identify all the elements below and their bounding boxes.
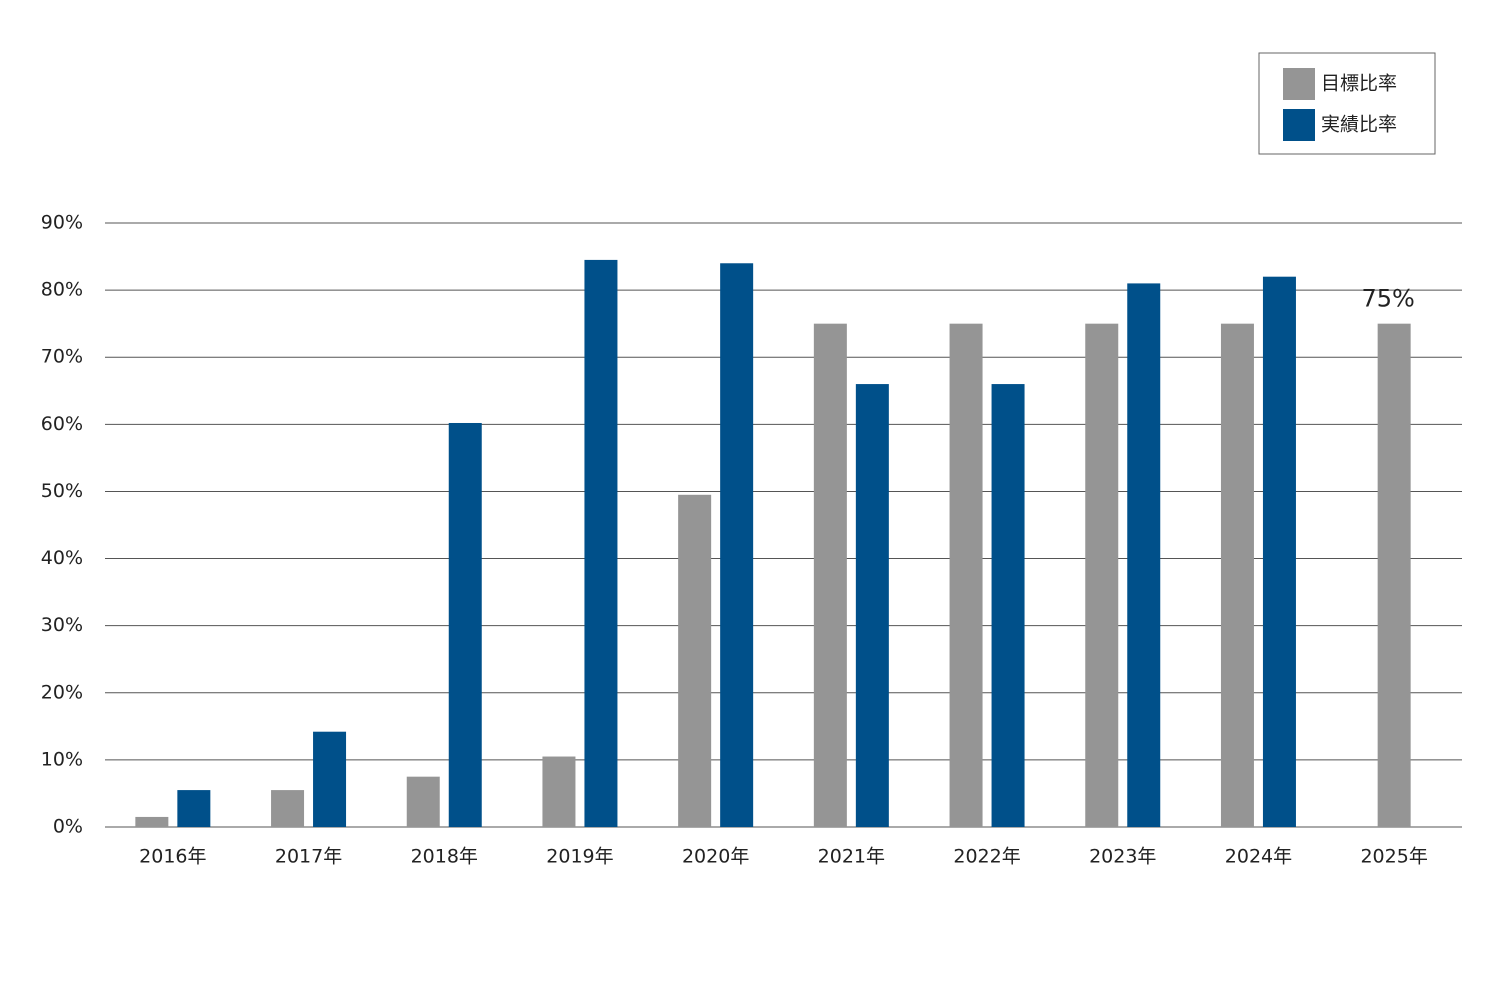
bar (177, 790, 211, 827)
bar (720, 263, 754, 827)
x-tick-label: 2023年 (1089, 846, 1156, 868)
bar (855, 384, 889, 827)
y-tick-label: 20% (41, 681, 83, 703)
y-tick-label: 0% (53, 816, 83, 838)
legend-swatch (1283, 109, 1315, 141)
y-tick-label: 60% (41, 413, 83, 435)
bar (271, 790, 305, 827)
bar (313, 731, 347, 827)
y-tick-label: 80% (41, 279, 83, 301)
x-tick-label: 2021年 (818, 846, 885, 868)
bar (406, 776, 440, 827)
y-tick-label: 30% (41, 614, 83, 636)
x-tick-label: 2025年 (1360, 846, 1427, 868)
legend-swatch (1283, 68, 1315, 100)
x-tick-label: 2017年 (275, 846, 342, 868)
bar (1262, 276, 1296, 827)
x-tick-label: 2018年 (411, 846, 478, 868)
y-tick-label: 70% (41, 346, 83, 368)
y-tick-label: 40% (41, 547, 83, 569)
x-tick-label: 2022年 (953, 846, 1020, 868)
bar (135, 816, 169, 827)
bar (448, 422, 482, 827)
y-tick-label: 50% (41, 480, 83, 502)
legend-label: 目標比率 (1321, 73, 1397, 95)
y-tick-label: 90% (41, 212, 83, 234)
bar (949, 323, 983, 827)
bar (813, 323, 847, 827)
data-label: 75% (1361, 285, 1414, 313)
bar (678, 494, 712, 827)
bar (991, 384, 1025, 827)
bar (542, 756, 576, 827)
bar (1220, 323, 1254, 827)
bar (1377, 323, 1411, 827)
bar (1127, 283, 1161, 827)
bar (584, 259, 618, 827)
x-tick-label: 2019年 (546, 846, 613, 868)
y-tick-label: 10% (41, 748, 83, 770)
legend-label: 実績比率 (1321, 114, 1397, 136)
x-tick-label: 2024年 (1225, 846, 1292, 868)
bar (1085, 323, 1119, 827)
x-tick-label: 2020年 (682, 846, 749, 868)
x-tick-label: 2016年 (139, 846, 206, 868)
